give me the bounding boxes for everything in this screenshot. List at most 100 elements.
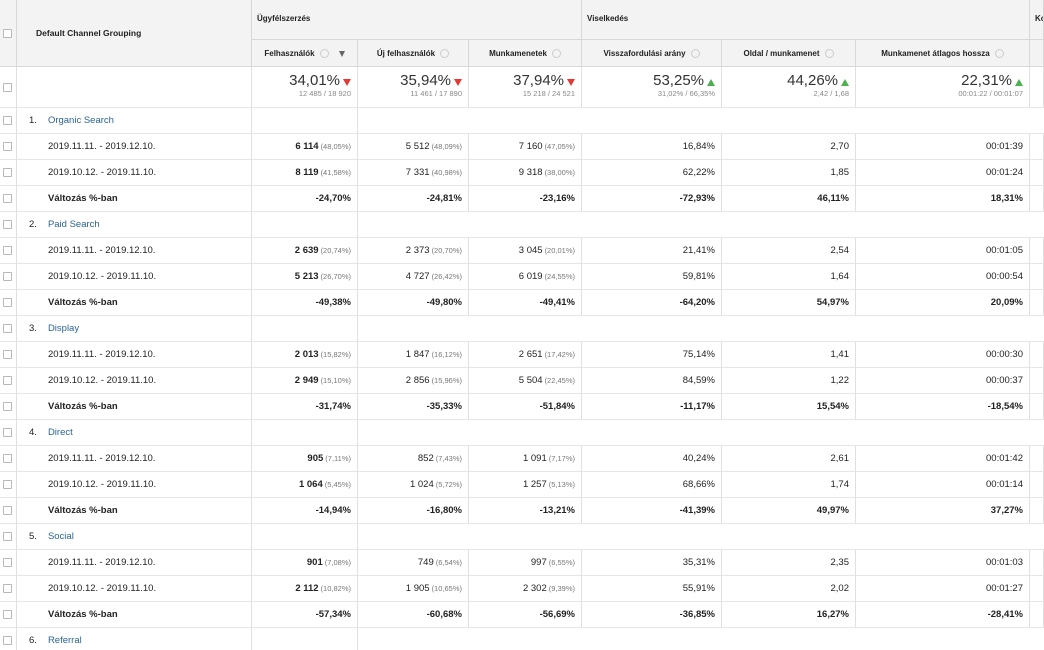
change-value: 18,31% xyxy=(990,193,1023,204)
row-index: 4. xyxy=(29,427,37,438)
checkbox[interactable] xyxy=(3,220,12,229)
metric-cell: 16,84% xyxy=(582,134,722,160)
checkbox[interactable] xyxy=(3,324,12,333)
channel-name[interactable]: Organic Search xyxy=(47,115,114,126)
metric-value: 5 512 xyxy=(405,141,430,152)
help-icon xyxy=(319,49,329,59)
change-value: -49,41% xyxy=(539,297,575,308)
metric-value: 9 318 xyxy=(518,167,543,178)
checkbox[interactable] xyxy=(3,480,12,489)
checkbox[interactable] xyxy=(3,506,12,515)
metric-cell: 2 302 (9,39%) xyxy=(469,576,582,602)
metric-value: 00:01:05 xyxy=(986,245,1023,256)
change-cell: -31,74% xyxy=(252,394,358,420)
change-value: -11,17% xyxy=(680,401,715,412)
period-text: 2019.10.12. - 2019.11.10. xyxy=(48,375,157,386)
checkbox[interactable] xyxy=(3,376,12,385)
checkbox[interactable] xyxy=(3,246,12,255)
metric-cell: 852 (7,43%) xyxy=(358,446,469,472)
metric-value: 62,22% xyxy=(682,167,715,178)
metric-cell: 1,85 xyxy=(722,160,856,186)
change-cell: -28,41% xyxy=(856,602,1030,628)
channel-name[interactable]: Paid Search xyxy=(47,219,100,230)
trend-arrow xyxy=(1015,78,1023,86)
checkbox[interactable] xyxy=(3,29,12,38)
checkbox[interactable] xyxy=(3,610,12,619)
checkbox[interactable] xyxy=(3,584,12,593)
change-text: Változás %-ban xyxy=(48,193,118,204)
metric-cell: 1 257 (5,13%) xyxy=(469,472,582,498)
metric-cell: 1,41 xyxy=(722,342,856,368)
checkbox-cell xyxy=(0,264,17,290)
column-header[interactable]: Oldal / munkamenet xyxy=(722,40,856,67)
change-value: -56,69% xyxy=(539,609,575,620)
metric-cell: 1,64 xyxy=(722,264,856,290)
trend-arrow xyxy=(841,78,849,86)
empty-cell xyxy=(252,316,358,342)
row-separator xyxy=(358,445,1044,446)
total-value-line: 37,94% xyxy=(469,72,575,89)
channel-name[interactable]: Display xyxy=(47,323,80,334)
metric-value: 2,61 xyxy=(830,453,850,464)
metric-cell: 2 856 (15,96%) xyxy=(358,368,469,394)
row-index: 3. xyxy=(29,323,37,334)
group-header: Viselkedés xyxy=(582,0,1030,40)
period-label: 2019.11.11. - 2019.12.10. xyxy=(17,134,252,160)
metric-cell: 2 949 (15,10%) xyxy=(252,368,358,394)
total-value: 53,25% xyxy=(653,72,704,89)
checkbox[interactable] xyxy=(3,298,12,307)
checkbox[interactable] xyxy=(3,350,12,359)
column-header[interactable]: Munkamenetek xyxy=(469,40,582,67)
change-cell: 16,27% xyxy=(722,602,856,628)
checkbox[interactable] xyxy=(3,428,12,437)
change-text: Változás %-ban xyxy=(48,401,118,412)
metric-cell: 5 213 (26,70%) xyxy=(252,264,358,290)
metric-share: (15,82%) xyxy=(320,350,351,359)
column-header[interactable]: Felhasználók xyxy=(252,40,358,67)
column-header[interactable]: Új felhasználók xyxy=(358,40,469,67)
column-header[interactable]: Munkamenet átlagos hossza xyxy=(856,40,1030,67)
change-value: -72,93% xyxy=(679,193,715,204)
change-value: -64,20% xyxy=(679,297,715,308)
total-value: 35,94% xyxy=(400,72,451,89)
metric-value: 7 331 xyxy=(405,167,430,178)
checkbox[interactable] xyxy=(3,402,12,411)
checkbox[interactable] xyxy=(3,272,12,281)
checkbox[interactable] xyxy=(3,168,12,177)
checkbox[interactable] xyxy=(3,116,12,125)
checkbox[interactable] xyxy=(3,142,12,151)
checkbox[interactable] xyxy=(3,194,12,203)
channel-cell: 6. Referral xyxy=(17,628,252,650)
change-value: 46,11% xyxy=(817,193,849,204)
total-value-line: 53,25% xyxy=(582,72,715,89)
change-label: Változás %-ban xyxy=(17,394,252,420)
metric-share: (20,74%) xyxy=(320,246,351,255)
period-text: 2019.11.11. - 2019.12.10. xyxy=(48,245,156,256)
metric-value: 6 019 xyxy=(518,271,543,282)
change-label: Változás %-ban xyxy=(17,290,252,316)
checkbox[interactable] xyxy=(3,82,12,92)
total-cell: 53,25% 31,02% / 66,35% xyxy=(582,67,722,108)
change-cell xyxy=(1030,498,1044,524)
change-value: -41,39% xyxy=(679,505,715,516)
channel-name[interactable]: Direct xyxy=(47,427,73,438)
metric-value: 1,74 xyxy=(830,479,850,490)
checkbox[interactable] xyxy=(3,636,12,645)
metric-cell: 21,41% xyxy=(582,238,722,264)
metric-value: 2 651 xyxy=(518,349,543,360)
row-separator xyxy=(358,549,1044,550)
channel-name[interactable]: Social xyxy=(47,531,74,542)
metric-value: 16,84% xyxy=(682,141,715,152)
metric-cell: 35,31% xyxy=(582,550,722,576)
checkbox[interactable] xyxy=(3,532,12,541)
metric-share: (26,42%) xyxy=(431,272,462,281)
metric-value: 2,02 xyxy=(830,583,850,594)
metric-cell: 75,14% xyxy=(582,342,722,368)
checkbox[interactable] xyxy=(3,558,12,567)
column-header[interactable]: Visszafordulási arány xyxy=(582,40,722,67)
checkbox[interactable] xyxy=(3,454,12,463)
channel-name[interactable]: Referral xyxy=(47,635,82,646)
trend-arrow xyxy=(707,78,715,86)
metric-share: (24,55%) xyxy=(544,272,575,281)
metric-cell xyxy=(1030,134,1044,160)
